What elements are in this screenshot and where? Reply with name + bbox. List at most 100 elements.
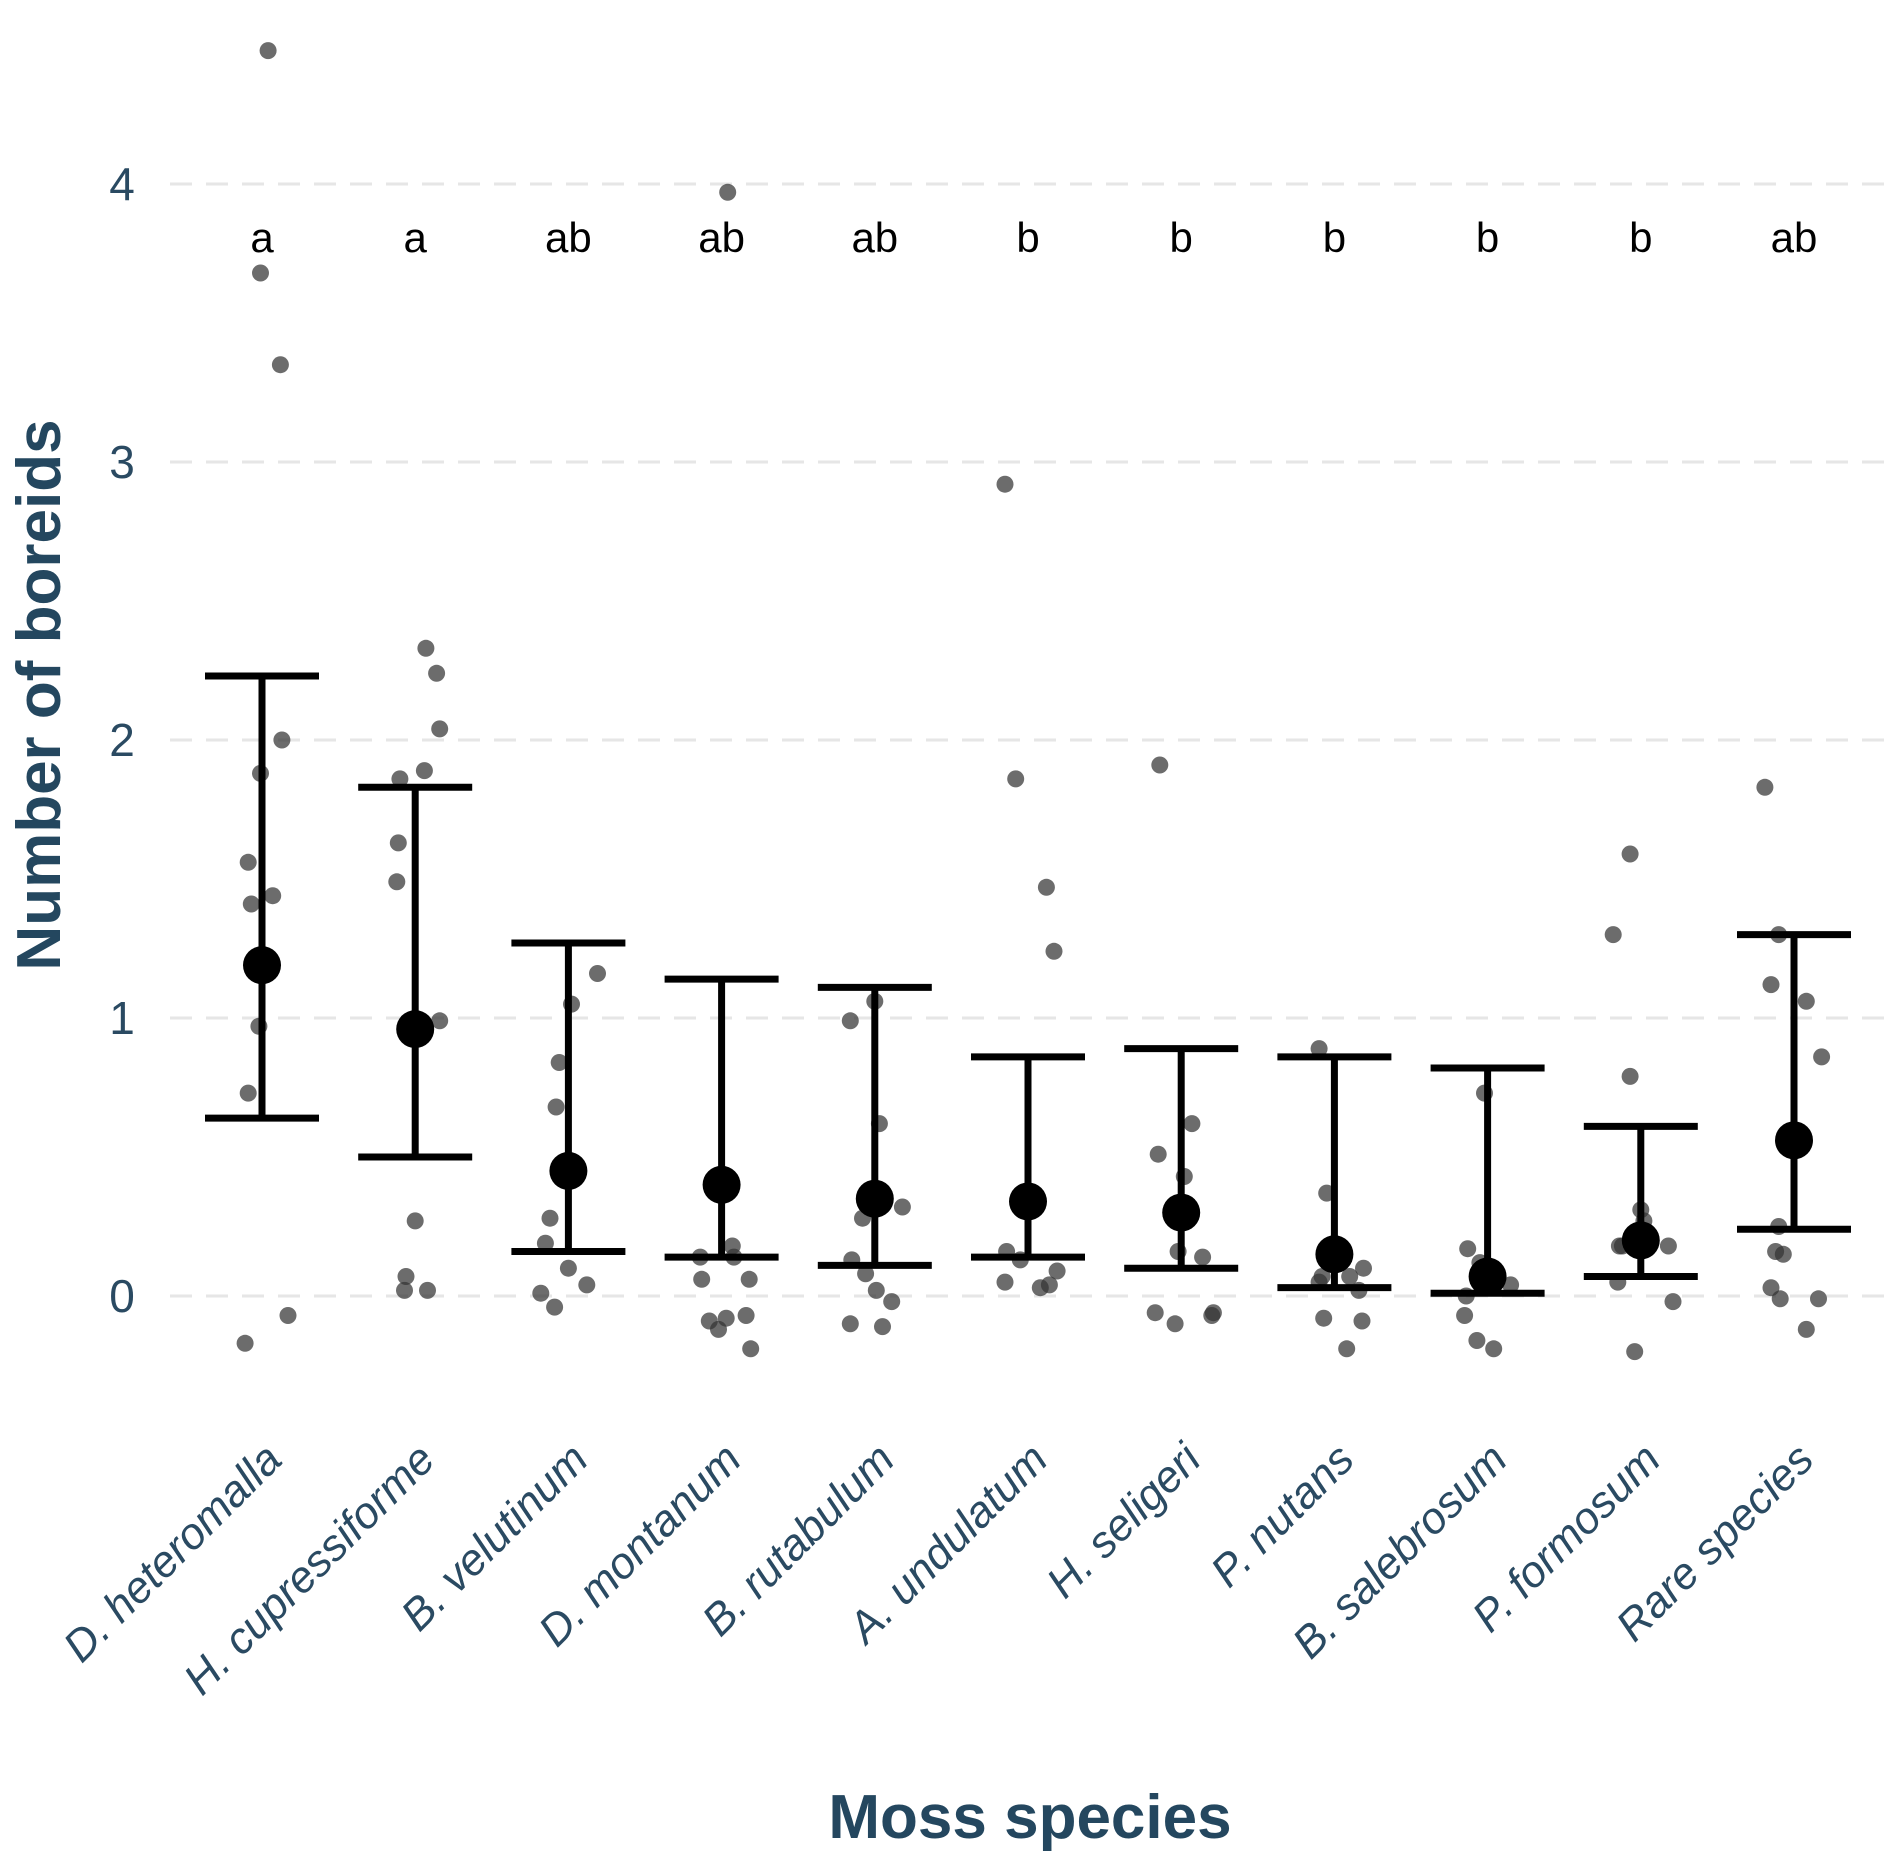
- observation-point: [874, 1318, 891, 1336]
- significance-letter-10: ab: [1771, 214, 1818, 261]
- observation-point: [1502, 1276, 1520, 1294]
- mean-point-9: [1621, 1221, 1660, 1260]
- observation-point: [737, 1307, 755, 1324]
- mean-points: [243, 946, 1813, 1296]
- observation-point: [1310, 1040, 1328, 1058]
- observation-point: [239, 1084, 257, 1102]
- observation-point: [693, 1270, 711, 1288]
- observation-point: [546, 1298, 564, 1316]
- observation-point: [264, 887, 282, 905]
- observation-point: [259, 42, 277, 60]
- observation-point: [742, 1340, 760, 1358]
- observation-point: [559, 1259, 577, 1277]
- observation-point: [406, 1212, 424, 1230]
- observation-point: [1166, 1315, 1184, 1333]
- significance-letter-3: ab: [698, 214, 745, 261]
- observation-point: [1626, 1343, 1644, 1361]
- observation-point: [273, 731, 291, 749]
- observation-point: [541, 1209, 559, 1227]
- observation-point: [1659, 1237, 1677, 1255]
- observation-point: [1031, 1279, 1049, 1297]
- observation-point: [857, 1265, 875, 1283]
- observation-point: [396, 1281, 413, 1299]
- observation-point: [1048, 1262, 1066, 1280]
- x-tick-label-6: H. seligeri: [1037, 1434, 1211, 1608]
- observation-point: [1459, 1240, 1477, 1258]
- observation-point: [589, 965, 606, 982]
- observation-point: [1621, 1067, 1639, 1085]
- observation-point: [1203, 1307, 1221, 1324]
- observation-point: [1456, 1307, 1474, 1324]
- mean-point-2: [549, 1151, 588, 1190]
- y-tick-label-1: 1: [109, 992, 135, 1044]
- x-axis-title: Moss species: [828, 1783, 1231, 1852]
- observation-point: [242, 895, 260, 913]
- observation-point: [1353, 1312, 1371, 1330]
- observation-point: [1604, 926, 1622, 944]
- y-tick-label-4: 4: [109, 158, 135, 210]
- observation-point: [1813, 1048, 1831, 1066]
- observation-point: [1797, 992, 1815, 1010]
- observation-point: [252, 264, 269, 282]
- observation-point: [719, 183, 737, 201]
- significance-letters: a a ab ab ab b b b b b ab: [250, 214, 1817, 261]
- mean-point-3: [702, 1165, 741, 1204]
- observation-point: [236, 1334, 254, 1352]
- observation-point: [1797, 1320, 1815, 1338]
- observation-point: [536, 1234, 554, 1252]
- significance-letter-1: a: [404, 214, 428, 261]
- mean-point-8: [1468, 1257, 1507, 1296]
- observation-point: [417, 639, 435, 657]
- observation-point: [1194, 1248, 1212, 1266]
- observation-point: [389, 834, 407, 852]
- observation-point: [867, 1281, 885, 1299]
- mean-point-7: [1315, 1235, 1354, 1274]
- observation-point: [1771, 1290, 1789, 1308]
- observation-point: [431, 720, 449, 738]
- observation-point: [841, 1012, 859, 1030]
- observation-point: [578, 1276, 596, 1294]
- y-tick-label-0: 0: [109, 1270, 135, 1322]
- significance-letter-4: ab: [851, 214, 898, 261]
- observation-point: [1355, 1259, 1372, 1277]
- mean-point-10: [1775, 1121, 1813, 1160]
- observation-point: [419, 1281, 436, 1299]
- observation-point: [415, 762, 433, 780]
- observation-point: [1037, 878, 1055, 896]
- observation-point: [893, 1198, 911, 1216]
- observation-point: [1045, 942, 1063, 960]
- observation-point: [1664, 1293, 1682, 1311]
- observation-point: [1146, 1304, 1164, 1322]
- observation-point: [547, 1098, 565, 1116]
- significance-letter-7: b: [1323, 214, 1346, 261]
- observation-point: [428, 664, 446, 682]
- observation-point: [1183, 1115, 1201, 1133]
- observation-point: [1149, 1145, 1167, 1163]
- mean-point-4: [855, 1179, 894, 1218]
- significance-letter-5: b: [1016, 214, 1039, 261]
- mean-point-6: [1162, 1193, 1201, 1232]
- observation-point: [841, 1315, 859, 1333]
- observation-point: [271, 356, 289, 374]
- observation-point: [996, 475, 1014, 493]
- y-axis-title: Number of boreids: [5, 419, 74, 970]
- x-tick-label-7: P. nutans: [1201, 1434, 1363, 1596]
- observation-point: [1485, 1340, 1503, 1358]
- observation-point: [532, 1284, 550, 1302]
- observation-point: [239, 853, 257, 871]
- observation-point: [388, 873, 406, 891]
- significance-letter-8: b: [1476, 214, 1499, 261]
- significance-letter-0: a: [250, 214, 274, 261]
- observation-point: [1315, 1309, 1333, 1327]
- observation-point: [550, 1054, 568, 1071]
- observation-point: [391, 770, 409, 788]
- observation-point: [431, 1012, 449, 1030]
- observation-point: [1810, 1290, 1827, 1308]
- observation-point: [279, 1307, 297, 1324]
- observation-point: [883, 1293, 901, 1311]
- significance-letter-9: b: [1629, 214, 1652, 261]
- y-axis-ticks: 0 1 2 3 4: [109, 158, 135, 1322]
- y-tick-label-3: 3: [109, 436, 135, 488]
